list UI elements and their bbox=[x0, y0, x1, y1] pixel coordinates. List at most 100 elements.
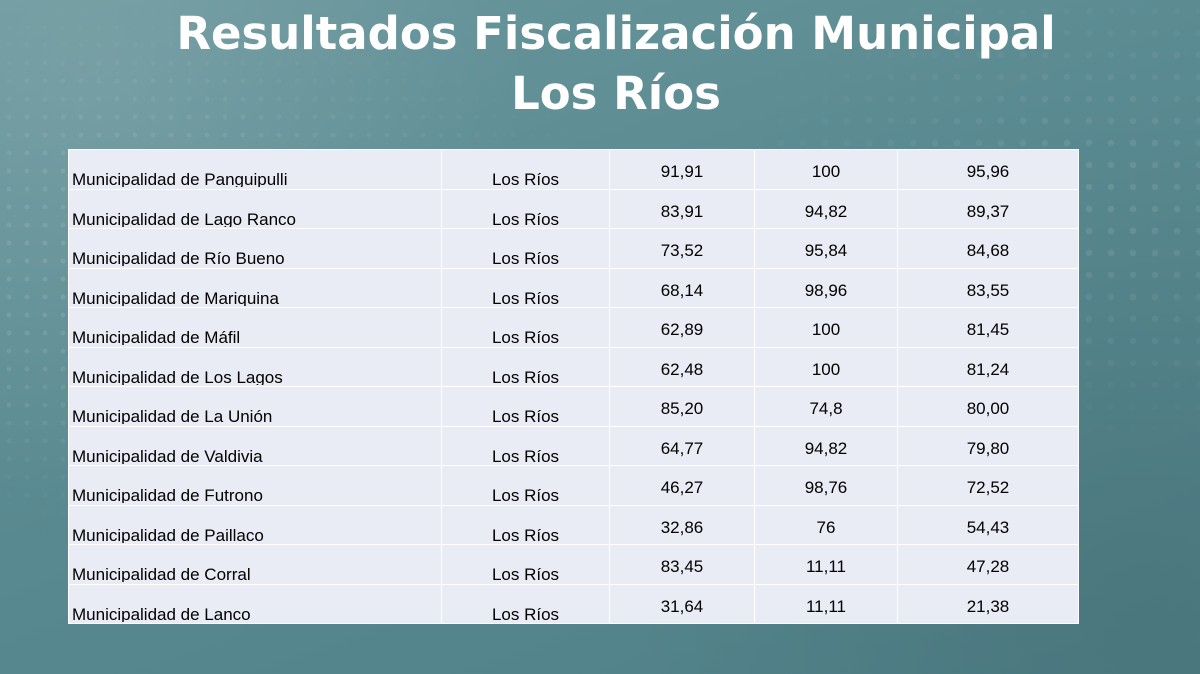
value1-cell-text: 85,20 bbox=[660, 399, 704, 418]
value3-cell-text: 89,37 bbox=[966, 201, 1010, 221]
value3-cell: 21,38 bbox=[897, 583, 1079, 624]
value1-cell-text: 83,91 bbox=[660, 201, 704, 221]
table-row: Municipalidad de La Unión Los Ríos 85,20 74… bbox=[68, 386, 1079, 427]
municipality-cell: Municipalidad de Lanco bbox=[68, 583, 442, 624]
value2-cell: 94,82 bbox=[754, 188, 898, 229]
municipality-cell: Municipalidad de La Unión bbox=[68, 386, 442, 427]
municipality-cell-text: Municipalidad de Río Bueno bbox=[72, 249, 285, 266]
slide-title-line-2: Los Ríos bbox=[511, 67, 721, 120]
value1-cell: 46,27 bbox=[609, 465, 755, 506]
value2-cell-text: 100 bbox=[811, 359, 841, 379]
value2-cell: 98,96 bbox=[754, 267, 898, 308]
region-cell-text: Los Ríos bbox=[491, 328, 560, 345]
value2-cell-text: 11,11 bbox=[805, 596, 847, 616]
value2-cell: 100 bbox=[754, 346, 898, 387]
value2-cell: 11,11 bbox=[754, 544, 898, 585]
value3-cell-text: 81,45 bbox=[966, 320, 1010, 339]
value3-cell: 95,96 bbox=[897, 149, 1079, 190]
value2-cell-text: 94,82 bbox=[804, 201, 848, 221]
value2-cell-text: 11,11 bbox=[805, 557, 847, 576]
region-cell: Los Ríos bbox=[441, 307, 610, 348]
value1-cell: 73,52 bbox=[609, 228, 755, 269]
value2-cell: 94,82 bbox=[754, 425, 898, 466]
municipality-cell: Municipalidad de Río Bueno bbox=[68, 228, 442, 269]
region-cell: Los Ríos bbox=[441, 544, 610, 585]
region-cell-text: Los Ríos bbox=[491, 525, 560, 543]
value2-cell-text: 74,8 bbox=[809, 399, 843, 418]
region-cell: Los Ríos bbox=[441, 188, 610, 229]
results-table-container: Municipalidad de Panguipulli Los Ríos 91,9… bbox=[68, 149, 1079, 624]
municipality-cell-text: Municipalidad de Mariquina bbox=[72, 288, 279, 306]
value3-cell: 89,37 bbox=[897, 188, 1079, 229]
value3-cell: 47,28 bbox=[897, 544, 1079, 585]
slide-title: Resultados Fiscalización Municipal Los R… bbox=[0, 4, 1200, 124]
value1-cell: 83,45 bbox=[609, 544, 755, 585]
municipality-cell-text: Municipalidad de Lago Ranco bbox=[72, 209, 296, 227]
table-row: Municipalidad de Mariquina Los Ríos 68,14 9… bbox=[68, 267, 1079, 308]
region-cell-text: Los Ríos bbox=[491, 407, 560, 424]
table-row: Municipalidad de Lanco Los Ríos 31,64 11,11… bbox=[68, 583, 1079, 624]
region-cell: Los Ríos bbox=[441, 346, 610, 387]
value1-cell-text: 62,89 bbox=[660, 320, 704, 339]
value1-cell: 83,91 bbox=[609, 188, 755, 229]
value1-cell-text: 83,45 bbox=[660, 557, 704, 576]
value3-cell: 79,80 bbox=[897, 425, 1079, 466]
municipality-cell-text: Municipalidad de Futrono bbox=[72, 486, 263, 503]
value3-cell-text: 95,96 bbox=[966, 162, 1010, 181]
value2-cell-text: 76 bbox=[816, 517, 836, 537]
value3-cell: 81,45 bbox=[897, 307, 1079, 348]
value2-cell: 100 bbox=[754, 149, 898, 190]
value2-cell: 76 bbox=[754, 504, 898, 545]
region-cell-text: Los Ríos bbox=[491, 367, 560, 385]
table-row: Municipalidad de Futrono Los Ríos 46,27 98,… bbox=[68, 465, 1079, 506]
value1-cell-text: 68,14 bbox=[660, 280, 704, 300]
municipality-cell: Municipalidad de Panguipulli bbox=[68, 149, 442, 190]
region-cell: Los Ríos bbox=[441, 386, 610, 427]
value1-cell: 62,89 bbox=[609, 307, 755, 348]
municipality-cell-text: Municipalidad de Corral bbox=[72, 565, 251, 582]
value3-cell: 80,00 bbox=[897, 386, 1079, 427]
value2-cell-text: 100 bbox=[811, 320, 841, 339]
municipality-cell-text: Municipalidad de Los Lagos bbox=[72, 367, 283, 385]
value2-cell-text: 100 bbox=[811, 162, 841, 181]
value3-cell: 83,55 bbox=[897, 267, 1079, 308]
municipality-cell: Municipalidad de Los Lagos bbox=[68, 346, 442, 387]
municipality-cell: Municipalidad de Máfil bbox=[68, 307, 442, 348]
table-row: Municipalidad de Máfil Los Ríos 62,89 100 81… bbox=[68, 307, 1079, 348]
region-cell-text: Los Ríos bbox=[491, 565, 560, 582]
value1-cell: 62,48 bbox=[609, 346, 755, 387]
value1-cell-text: 32,86 bbox=[660, 517, 704, 537]
municipality-cell: Municipalidad de Corral bbox=[68, 544, 442, 585]
value1-cell-text: 31,64 bbox=[660, 596, 704, 616]
value2-cell-text: 98,76 bbox=[804, 478, 848, 497]
region-cell: Los Ríos bbox=[441, 149, 610, 190]
value3-cell-text: 72,52 bbox=[966, 478, 1010, 497]
value2-cell: 11,11 bbox=[754, 583, 898, 624]
value3-cell-text: 79,80 bbox=[966, 438, 1010, 458]
region-cell: Los Ríos bbox=[441, 504, 610, 545]
municipality-cell: Municipalidad de Futrono bbox=[68, 465, 442, 506]
municipality-cell: Municipalidad de Valdivia bbox=[68, 425, 442, 466]
region-cell-text: Los Ríos bbox=[491, 249, 560, 266]
table-row: Municipalidad de Río Bueno Los Ríos 73,52 9… bbox=[68, 228, 1079, 269]
municipality-cell-text: Municipalidad de La Unión bbox=[72, 407, 273, 424]
table-row: Municipalidad de Lago Ranco Los Ríos 83,91… bbox=[68, 188, 1079, 229]
table-row: Municipalidad de Valdivia Los Ríos 64,77 94… bbox=[68, 425, 1079, 466]
region-cell: Los Ríos bbox=[441, 583, 610, 624]
value2-cell-text: 98,96 bbox=[804, 280, 848, 300]
municipality-cell-text: Municipalidad de Máfil bbox=[72, 328, 241, 345]
value1-cell: 91,91 bbox=[609, 149, 755, 190]
value3-cell-text: 47,28 bbox=[966, 557, 1010, 576]
region-cell-text: Los Ríos bbox=[491, 209, 560, 227]
value3-cell-text: 21,38 bbox=[966, 596, 1010, 616]
value3-cell-text: 81,24 bbox=[966, 359, 1010, 379]
value1-cell-text: 46,27 bbox=[660, 478, 704, 497]
value1-cell-text: 73,52 bbox=[660, 241, 704, 260]
value1-cell: 31,64 bbox=[609, 583, 755, 624]
region-cell-text: Los Ríos bbox=[491, 604, 560, 622]
value2-cell-text: 94,82 bbox=[804, 438, 848, 458]
value2-cell: 95,84 bbox=[754, 228, 898, 269]
value1-cell-text: 91,91 bbox=[660, 162, 704, 181]
value3-cell: 54,43 bbox=[897, 504, 1079, 545]
value2-cell: 100 bbox=[754, 307, 898, 348]
